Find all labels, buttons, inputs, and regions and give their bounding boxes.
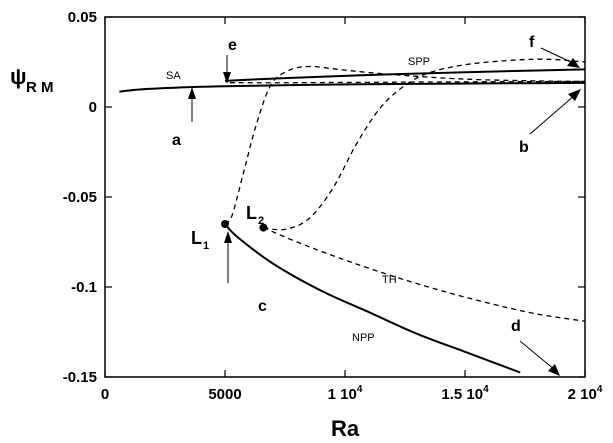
y-tick-label: 0.05 (68, 9, 97, 26)
point-l2-sub: 2 (258, 215, 264, 227)
series-layer (119, 58, 586, 374)
y-tick-label: -0.05 (63, 189, 97, 206)
arrow-f (540, 47, 580, 68)
arrow-d (519, 340, 560, 376)
annotation-b: b (519, 139, 529, 156)
x-tick-label: 0 (101, 386, 109, 403)
point-l2-label: L (246, 203, 257, 223)
annotation-c: c (258, 298, 267, 315)
point-l2-marker (259, 223, 268, 232)
series-line-dashed-5 (263, 58, 586, 231)
x-tick-label: 1 104 (328, 384, 363, 403)
x-tick-exponent: 4 (483, 384, 489, 395)
arrow-e (223, 55, 231, 84)
series-line-dashed-6 (229, 80, 586, 84)
bifurcation-point-l2: L 2 (246, 203, 268, 232)
annotation-f: f (529, 34, 535, 51)
x-tick-exponent: 4 (597, 384, 603, 395)
y-tick-label: -0.15 (63, 369, 97, 386)
series-label-th: TH (382, 274, 397, 286)
y-axis-label-sub: R M (26, 79, 54, 96)
point-l1-marker (221, 220, 229, 228)
y-axis-label-main: ψ (10, 64, 27, 89)
series-line-th (263, 227, 586, 322)
series-label-sa: SA (166, 70, 181, 82)
arrow-b (529, 89, 581, 135)
point-l1-label: L (191, 228, 202, 248)
series-label-npp: NPP (352, 332, 375, 344)
x-tick-label: 2 104 (568, 384, 603, 403)
annotation-e: e (228, 37, 237, 54)
series-line-spp (224, 68, 586, 82)
annotation-arrows (188, 47, 581, 376)
series-line-npp (224, 223, 521, 374)
point-l1-sub: 1 (203, 240, 209, 252)
x-tick-label: 1.5 104 (441, 384, 489, 403)
y-axis-label: ψ R M (10, 64, 54, 96)
y-tick-label: 0 (89, 99, 97, 116)
x-tick-exponent: 4 (357, 384, 363, 395)
arrow-a (188, 87, 196, 122)
annotation-d: d (511, 318, 521, 335)
x-axis-label: Ra (331, 416, 360, 441)
series-label-spp: SPP (408, 56, 430, 68)
arrow-c (224, 231, 232, 283)
series-line-dashed-4 (224, 65, 586, 225)
bifurcation-point-l1: L 1 (191, 220, 229, 252)
axis-ticks: 0 5000 1 104 1.5 104 2 104 0.05 0 -0.05 -0.1 -0.1… (63, 9, 603, 403)
series-line-sa (119, 81, 586, 93)
annotation-a: a (172, 132, 181, 149)
x-tick-label: 5000 (208, 386, 241, 403)
y-tick-label: -0.1 (71, 279, 97, 296)
